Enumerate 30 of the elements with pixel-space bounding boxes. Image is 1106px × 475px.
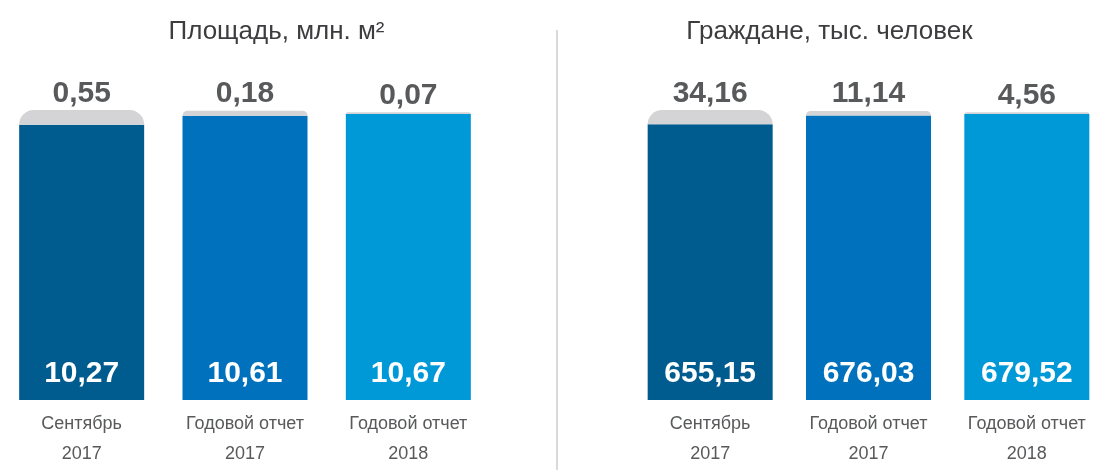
data-label: 655,15: [664, 354, 757, 388]
data-label: 0,07: [379, 76, 438, 110]
data-label: 4,56: [997, 76, 1057, 110]
data-label: 10,67: [370, 354, 446, 388]
data-label: 0,18: [215, 75, 275, 109]
x-tick-label: Годовой отчет 2018: [967, 413, 1086, 463]
data-label: 10,27: [44, 354, 120, 388]
bar: [182, 115, 308, 400]
bar: [647, 110, 773, 125]
data-label: 679,52: [980, 354, 1073, 388]
x-tick-label: Годовой отчет 2017: [186, 413, 304, 463]
x-tick-label: Годовой отчет 2017: [809, 413, 928, 463]
bar: [964, 114, 1090, 400]
bar: [806, 115, 931, 400]
x-tick-label: Сентябрь 2017: [41, 413, 122, 463]
bar: [182, 110, 308, 116]
bar: [806, 110, 931, 116]
data-label: 10,61: [207, 354, 283, 388]
bar: [647, 124, 773, 400]
data-label: 34,16: [672, 74, 748, 108]
bar: [19, 124, 145, 400]
bar: [345, 114, 471, 400]
data-label: 676,03: [822, 354, 915, 388]
chart-title: Площадь, млн. м²: [168, 15, 385, 45]
x-tick-label: Годовой отчет 2018: [349, 413, 468, 463]
x-tick-label: Сентябрь 2017: [669, 413, 751, 463]
chart-title: Граждане, тыс. человек: [686, 15, 974, 45]
data-label: 0,55: [52, 74, 111, 108]
data-label: 11,14: [831, 75, 906, 109]
bar: [19, 110, 145, 125]
